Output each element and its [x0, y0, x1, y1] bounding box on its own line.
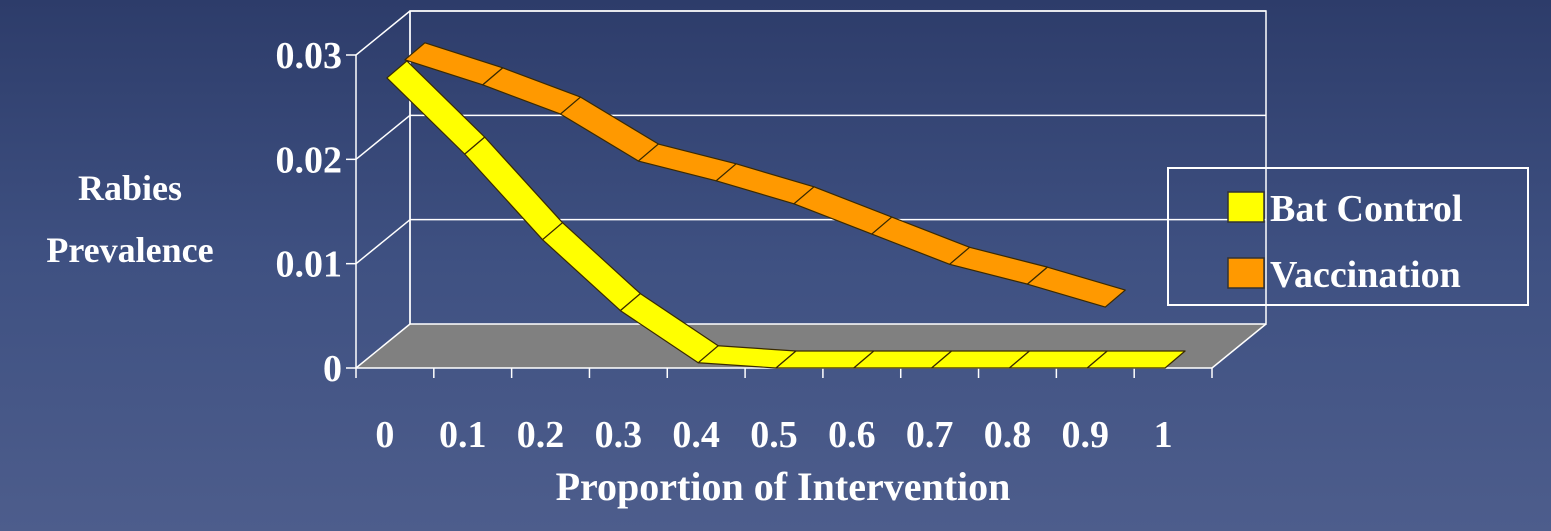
ribbon-segment: [541, 222, 641, 312]
gridline-depth: [355, 219, 411, 265]
series-vaccination: [404, 42, 1126, 308]
legend: Bat Control Vaccination: [1167, 167, 1529, 306]
ribbon-segment: [482, 67, 582, 115]
x-tick-label: 0.5: [750, 414, 798, 456]
x-tick-label: 0.7: [906, 414, 954, 456]
series-bat-control: [386, 60, 1186, 369]
x-tick-label: 0.3: [595, 414, 643, 456]
ribbon-segment: [715, 163, 815, 205]
y-axis-title-line-1: Rabies: [78, 168, 182, 208]
legend-box: [1167, 167, 1529, 306]
x-tick-label: 0.9: [1062, 414, 1110, 456]
y-tick-label: 0.02: [276, 139, 343, 181]
x-tick-labels: 0 0.1 0.2 0.3 0.4 0.5 0.6 0.7 0.8 0.9 1: [375, 414, 1172, 456]
legend-label-vaccination: Vaccination: [1270, 254, 1461, 296]
x-tick-label: 0.1: [439, 414, 487, 456]
x-tick-label: 1: [1154, 414, 1173, 456]
x-tick-label: 0: [375, 414, 394, 456]
ribbon-segment: [871, 216, 971, 265]
x-tick-label: 0.8: [984, 414, 1032, 456]
y-tick-label: 0: [323, 348, 342, 390]
legend-swatch-vaccination: [1227, 257, 1265, 289]
ribbon-segment: [1086, 350, 1186, 369]
ribbon-segment: [559, 96, 659, 162]
y-tick-label: 0.01: [276, 244, 343, 286]
x-tick-label: 0.6: [828, 414, 876, 456]
y-tick-label: 0.03: [276, 35, 343, 77]
y-axis-title-line-2: Prevalence: [46, 230, 213, 270]
x-axis-title: Proportion of Intervention: [556, 464, 1011, 509]
legend-label-bat-control: Bat Control: [1270, 188, 1462, 230]
ribbon-segment: [949, 246, 1049, 285]
ribbon-segment: [637, 143, 737, 182]
chart-series: [386, 42, 1186, 369]
ribbon-segment: [793, 186, 893, 235]
ribbon-segment: [1026, 266, 1126, 308]
back-wall-frame: [409, 10, 1267, 325]
gridline-depth: [355, 10, 411, 56]
ribbon-segment: [464, 136, 564, 241]
floor-right-edge: [1211, 323, 1267, 369]
x-tick-label: 0.2: [517, 414, 565, 456]
y-tick-labels: 0 0.01 0.02 0.03: [276, 35, 343, 390]
legend-swatch-bat-control: [1227, 191, 1265, 223]
gridline-depth: [355, 323, 411, 369]
x-tick-label: 0.4: [672, 414, 720, 456]
gridline-depth: [355, 114, 411, 160]
